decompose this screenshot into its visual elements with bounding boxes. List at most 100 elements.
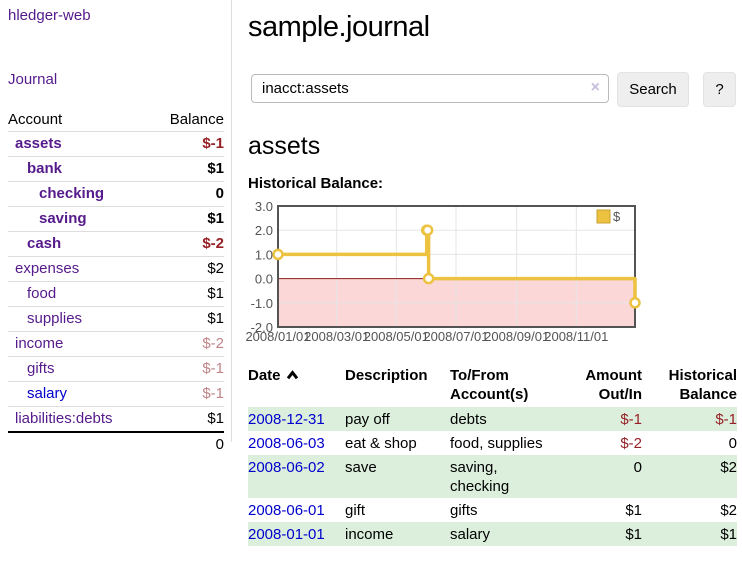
register-balance: $1 [720, 526, 737, 543]
register-row: 2008-01-01 income salary $1 $1 [248, 522, 737, 546]
svg-text:3.0: 3.0 [255, 199, 273, 214]
accounts-header-balance: Balance [169, 111, 224, 128]
sidebar-item-journal[interactable]: Journal [8, 71, 58, 88]
register-accounts: debts [450, 411, 487, 428]
account-row: gifts $-1 [8, 356, 224, 382]
search-button[interactable]: Search [617, 72, 689, 107]
accounts-header-account: Account [8, 111, 63, 128]
app-title-link[interactable]: hledger-web [8, 7, 91, 24]
account-row: supplies $1 [8, 306, 224, 332]
svg-text:2008/07/01: 2008/07/01 [423, 329, 488, 344]
account-row: saving $1 [8, 206, 224, 232]
register-accounts: gifts [450, 502, 478, 519]
register-row: 2008-06-03 eat & shop food, supplies $-2 0 [248, 431, 737, 455]
account-balance: $-2 [150, 331, 224, 357]
sidebar: hledger-web Journal Account Balance asse… [0, 0, 232, 457]
register-balance: 0 [728, 435, 737, 452]
register-header-balance: Historical Balance [668, 367, 737, 403]
account-link[interactable]: salary [27, 385, 68, 402]
account-balance: $1 [150, 206, 224, 232]
register-date-link[interactable]: 2008-06-01 [248, 502, 325, 519]
sidebar-divider [231, 0, 232, 442]
account-balance: $-1 [150, 131, 224, 157]
svg-text:2008/03/01: 2008/03/01 [304, 329, 369, 344]
register-balance: $-1 [715, 411, 737, 428]
svg-text:-2.0: -2.0 [251, 320, 273, 335]
accounts-total-row: 0 [8, 431, 224, 457]
register-header-amount: Amount Out/In [585, 367, 642, 403]
register-header-description: Description [345, 367, 428, 384]
register-description: save [345, 459, 377, 476]
account-row: liabilities:debts $1 [8, 406, 224, 432]
register-balance: $2 [720, 459, 737, 476]
account-row: assets $-1 [8, 131, 224, 157]
account-balance: $-1 [150, 356, 224, 382]
register-accounts: salary [450, 526, 491, 543]
sort-ascending-icon [286, 370, 298, 380]
account-link[interactable]: supplies [27, 310, 83, 327]
account-link[interactable]: cash [27, 235, 62, 252]
account-link[interactable]: checking [39, 185, 105, 202]
svg-text:$: $ [613, 209, 621, 224]
svg-text:2.0: 2.0 [255, 223, 273, 238]
register-accounts: food, supplies [450, 435, 543, 452]
account-row: bank $1 [8, 156, 224, 182]
account-balance: $1 [150, 281, 224, 307]
account-balance: $1 [150, 156, 224, 182]
accounts-table: Account Balance assets $-1 bank $1 checking 0… [8, 108, 224, 457]
account-link[interactable]: food [27, 285, 57, 302]
account-link[interactable]: liabilities:debts [15, 410, 113, 427]
register-date-link[interactable]: 2008-12-31 [248, 411, 325, 428]
account-link[interactable]: gifts [27, 360, 55, 377]
page-title: sample.journal [248, 11, 430, 43]
register-date-link[interactable]: 2008-06-02 [248, 459, 325, 476]
svg-text:0.0: 0.0 [255, 272, 273, 287]
account-balance: $-1 [150, 381, 224, 407]
register-table: Date Description To/From Account(s) Amou… [248, 362, 737, 546]
help-button[interactable]: ? [703, 72, 736, 107]
svg-text:2008/09/01: 2008/09/01 [484, 329, 549, 344]
account-row: expenses $2 [8, 256, 224, 282]
register-row: 2008-06-02 save saving, checking 0 $2 [248, 455, 737, 498]
register-amount: $1 [625, 526, 642, 543]
svg-text:2008/01/01: 2008/01/01 [245, 329, 310, 344]
register-amount: $-2 [620, 435, 642, 452]
register-description: income [345, 526, 394, 543]
account-row: salary $-1 [8, 381, 224, 407]
clear-search-icon[interactable]: × [590, 79, 600, 96]
register-header-account: To/From Account(s) [450, 367, 529, 403]
account-heading: assets [248, 132, 321, 160]
register-date-link[interactable]: 2008-01-01 [248, 526, 325, 543]
register-accounts: saving, checking [450, 459, 510, 495]
svg-text:2008/05/01: 2008/05/01 [364, 329, 429, 344]
svg-text:-1.0: -1.0 [251, 296, 273, 311]
account-link[interactable]: saving [39, 210, 87, 227]
account-balance: $2 [150, 256, 224, 282]
historical-balance-chart: $3.0 2.0 1.0 0.0 -1.0 -2.02008/01/012008/03/0… [245, 199, 641, 344]
register-date-link[interactable]: 2008-06-03 [248, 435, 325, 452]
account-row: cash $-2 [8, 231, 224, 257]
register-header-row: Date Description To/From Account(s) Amou… [248, 362, 737, 407]
account-link[interactable]: expenses [15, 260, 80, 277]
account-link[interactable]: assets [15, 135, 62, 152]
main-content: sample.journal × Search ? assets Histori… [245, 0, 742, 546]
accounts-total-value: 0 [150, 431, 224, 457]
register-description: gift [345, 502, 366, 519]
register-amount: $1 [625, 502, 642, 519]
account-link[interactable]: income [15, 335, 64, 352]
account-balance: 0 [150, 181, 224, 207]
register-amount: $-1 [620, 411, 642, 428]
account-link[interactable]: bank [27, 160, 63, 177]
account-balance: $-2 [150, 231, 224, 257]
register-description: eat & shop [345, 435, 417, 452]
svg-text:2008/11/01: 2008/11/01 [544, 329, 608, 344]
account-row: food $1 [8, 281, 224, 307]
register-amount: 0 [633, 459, 642, 476]
register-row: 2008-06-01 gift gifts $1 $2 [248, 498, 737, 522]
svg-text:1.0: 1.0 [255, 247, 273, 262]
register-row: 2008-12-31 pay off debts $-1 $-1 [248, 407, 737, 431]
register-header-date[interactable]: Date [248, 362, 345, 407]
search-form: × Search ? [251, 72, 742, 107]
account-balance: $1 [150, 406, 224, 432]
search-input[interactable] [251, 74, 609, 103]
